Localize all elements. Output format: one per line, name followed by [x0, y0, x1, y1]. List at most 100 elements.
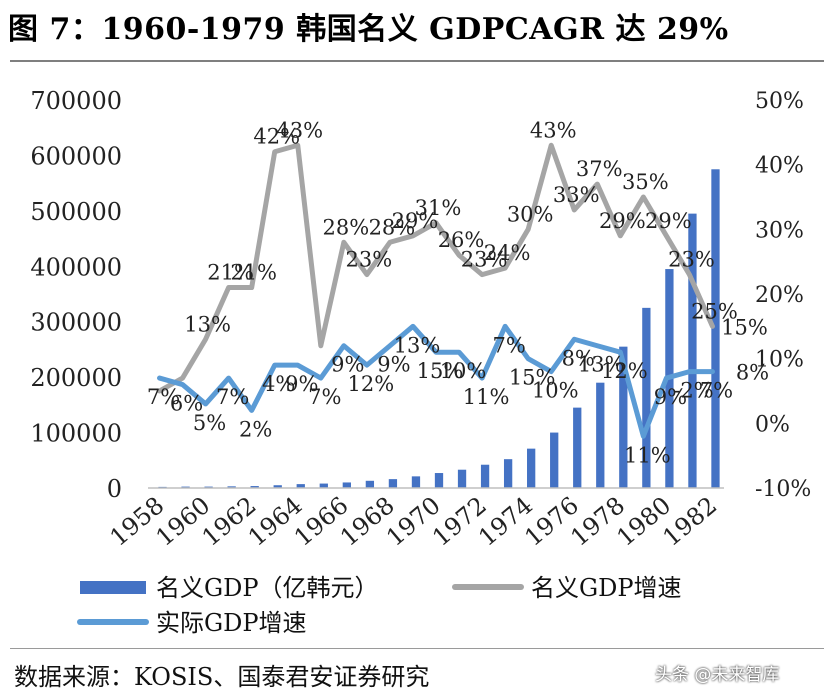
real-growth-end-label: 8%	[736, 361, 769, 385]
legend-nominal-gdp-swatch	[80, 581, 146, 594]
real-growth-data-label: 6%	[170, 392, 203, 416]
source-note: 数据来源：KOSIS、国泰君安证券研究	[14, 663, 430, 691]
real-growth-data-label: 7%	[147, 385, 180, 409]
x-tick-label: 1978	[565, 491, 630, 552]
real-growth-data-label: 5%	[193, 411, 226, 435]
nominal-growth-data-label: 25%	[691, 299, 738, 323]
nominal-growth-data-label: 21%	[230, 261, 277, 285]
bar-mark	[711, 169, 720, 489]
bar-mark	[434, 473, 444, 488]
nominal-growth-data-label: 29%	[645, 209, 692, 233]
bar-mark	[388, 479, 398, 488]
y-right-tick-label: 10%	[755, 348, 804, 373]
nominal-growth-data-label: 29%	[392, 209, 439, 233]
bar-mark	[573, 407, 582, 488]
data-labels: 13%21%21%42%43%28%23%28%29%31%26%23%24%3…	[147, 118, 769, 467]
bar-mark	[527, 448, 536, 488]
bar-mark	[342, 482, 351, 488]
bar-mark	[550, 432, 559, 488]
real-growth-data-label: -2%	[673, 379, 713, 403]
nominal-growth-line	[157, 142, 715, 394]
y-left-tick-label: 500000	[30, 198, 122, 226]
nominal-growth-data-label: 43%	[276, 118, 323, 142]
y-left-tick-label: 300000	[30, 309, 122, 337]
nominal-growth-data-label: 28%	[369, 215, 416, 239]
real-growth-data-label: 12%	[601, 359, 648, 383]
real-growth-data-label: 7%	[700, 379, 733, 403]
x-tick-label: 1976	[519, 491, 584, 552]
y-right-tick-label: 20%	[755, 283, 804, 308]
bar-mark	[457, 469, 467, 488]
bar-mark	[365, 480, 375, 488]
real-growth-data-label: 13%	[394, 333, 441, 357]
x-tick-label: 1970	[381, 491, 446, 552]
nominal-growth-data-label: 23%	[346, 248, 393, 272]
real-growth-data-label: 8%	[562, 346, 595, 370]
y-right-tick-label: 30%	[755, 218, 804, 243]
real-growth-data-label: 7%	[492, 333, 525, 357]
y-left-tick-label: 400000	[30, 253, 122, 281]
bar-mark	[227, 486, 236, 488]
bar-mark	[688, 213, 697, 488]
x-tick-label: 1968	[335, 491, 400, 552]
x-tick-label: 1974	[473, 491, 538, 552]
watermark: 头条 @未来智库	[655, 665, 780, 685]
legend-nominal-gdp-label: 名义GDP（亿韩元）	[156, 574, 379, 602]
nominal-growth-data-label: 42%	[253, 125, 300, 149]
real-growth-data-label: 4%	[262, 372, 295, 396]
bar-mark	[596, 382, 605, 488]
bar-mark	[480, 464, 490, 488]
x-tick-label: 1972	[427, 491, 492, 552]
bar-mark	[273, 485, 282, 488]
nominal-growth-data-label: 43%	[530, 118, 577, 142]
x-tick-label: 1980	[611, 491, 676, 552]
nominal-growth-data-label: 21%	[207, 261, 254, 285]
nominal-growth-data-label: 13%	[184, 312, 231, 336]
bar-mark	[319, 483, 328, 488]
real-growth-data-label: 2%	[239, 417, 272, 441]
nominal-growth-data-label: 29%	[599, 209, 646, 233]
x-tick-label: 1982	[658, 491, 723, 552]
x-tick-label: 1960	[151, 491, 216, 552]
legend-nominal-growth-label: 名义GDP增速	[531, 574, 682, 602]
bar-mark	[642, 307, 651, 488]
real-growth-data-label: 9%	[654, 385, 687, 409]
bar-mark	[411, 476, 421, 488]
real-growth-data-label: 13%	[578, 353, 625, 377]
line-series	[157, 142, 715, 439]
y-right-tick-label: -10%	[755, 477, 811, 502]
x-tick-label: 1966	[289, 491, 354, 552]
y-left-tick-label: 0	[107, 475, 122, 503]
bar-mark	[296, 484, 305, 488]
nominal-growth-end-label: 15%	[721, 315, 768, 339]
real-growth-data-label: 9%	[377, 353, 410, 377]
nominal-growth-data-label: 28%	[322, 215, 369, 239]
footer-divider	[10, 648, 824, 649]
real-growth-data-label: 10%	[440, 359, 487, 383]
y-right-tick-label: 50%	[755, 89, 804, 114]
bar-mark	[503, 459, 513, 488]
real-growth-data-label: 11%	[463, 385, 510, 409]
nominal-growth-data-label: 30%	[507, 202, 554, 226]
real-growth-data-label: 12%	[348, 372, 395, 396]
real-growth-data-label: 9%	[285, 372, 318, 396]
nominal-growth-data-label: 37%	[576, 157, 623, 181]
nominal-growth-data-label: 23%	[668, 248, 715, 272]
y-right-tick-label: 40%	[755, 154, 804, 179]
real-growth-data-label: 10%	[532, 379, 579, 403]
nominal-growth-data-label: 24%	[484, 241, 531, 265]
real-growth-data-label: 15%	[417, 359, 464, 383]
title-divider	[10, 60, 824, 62]
legend-real-growth-label: 实际GDP增速	[156, 609, 307, 637]
y-left-tick-label: 700000	[30, 87, 122, 115]
y-left-tick-label: 200000	[30, 364, 122, 392]
x-tick-label: 1964	[243, 491, 308, 552]
nominal-growth-data-label: 26%	[438, 228, 485, 252]
nominal-growth-data-label: 23%	[461, 248, 508, 272]
real-growth-line	[157, 323, 715, 439]
real-growth-data-label: 11%	[624, 443, 671, 467]
y-left-tick-label: 100000	[30, 420, 122, 448]
y-left-tick-label: 600000	[30, 142, 122, 170]
real-growth-data-label: 7%	[308, 385, 341, 409]
